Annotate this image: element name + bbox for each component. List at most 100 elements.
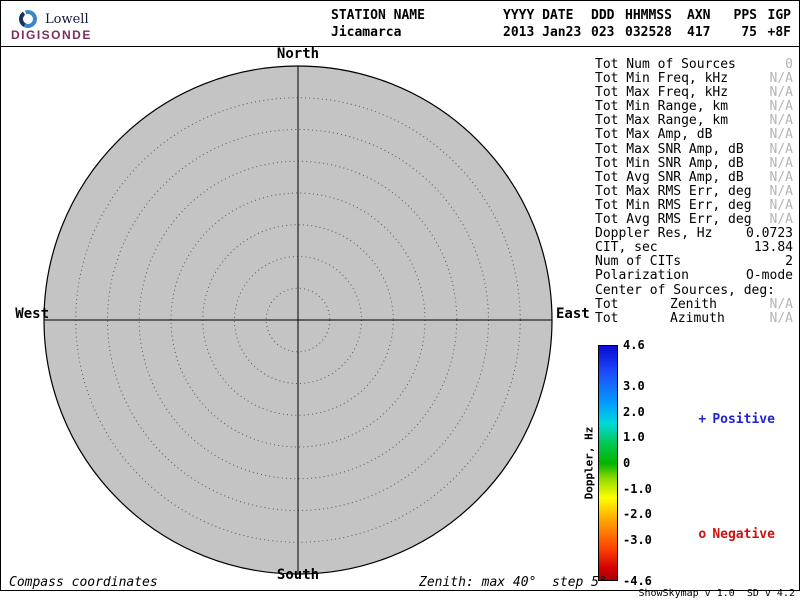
- stat-row: Tot Avg RMS Err, deg N/A: [595, 212, 793, 228]
- header-value-5: 75: [741, 25, 757, 40]
- colorbar-tick--3.0: -3.0: [623, 532, 652, 547]
- header-value-0: Jicamarca: [331, 25, 402, 40]
- stat-row: Tot Zenith N/A: [595, 296, 793, 312]
- stat-value: N/A: [769, 296, 793, 312]
- coordinates-caption: Compass coordinates: [9, 575, 158, 590]
- stat-value: 0.0723: [746, 226, 793, 242]
- stat-row: Doppler Res, Hz 0.0723: [595, 227, 793, 241]
- stat-row: Tot Min RMS Err, deg N/A: [595, 197, 793, 213]
- colorbar-tick--2.0: -2.0: [623, 507, 652, 522]
- stat-label: Tot Max Range, km: [595, 113, 729, 129]
- colorbar-tick-3.0: 3.0: [623, 379, 645, 394]
- header-label-5: PPS: [733, 8, 757, 23]
- stat-value: N/A: [769, 197, 793, 213]
- header-values: Jicamarca 2013 Jan23 023 032528 417 75 +8F: [331, 25, 791, 40]
- zenith-range-caption: Zenith: max 40° step 5°: [419, 575, 607, 590]
- stat-label: Tot Max SNR Amp, dB: [595, 141, 744, 157]
- stat-row: Tot Num of Sources 0: [595, 57, 793, 72]
- plus-marker-icon: +: [698, 412, 707, 427]
- colorbar-tick-0: 0: [623, 456, 631, 470]
- stat-value: N/A: [769, 155, 793, 171]
- stat-label: Tot: [595, 296, 619, 312]
- colorbar-title: Doppler, Hz: [582, 426, 596, 500]
- stat-value: N/A: [769, 141, 793, 157]
- stat-label: Tot Max Amp, dB: [595, 127, 713, 143]
- header-label-4: AXN: [687, 8, 711, 23]
- legend-positive: + Positive: [667, 397, 775, 442]
- stat-label: Tot Min Range, km: [595, 99, 729, 115]
- stat-row: Tot Azimuth N/A: [595, 310, 793, 326]
- stat-label: Tot Max RMS Err, deg: [595, 183, 752, 199]
- stat-label: Num of CITs: [595, 254, 682, 270]
- header-value-6: +8F: [767, 25, 791, 40]
- stat-label: Doppler Res, Hz: [595, 226, 713, 242]
- stat-label: Tot Max Freq, kHz: [595, 85, 729, 101]
- logo-text-digisonde: DIGISONDE: [11, 28, 92, 42]
- compass-label-east: East: [556, 306, 590, 322]
- lowell-logo-icon: [18, 10, 37, 28]
- header-label-3: HHMMSS: [625, 8, 672, 23]
- stat-label: Center of Sources, deg:: [595, 282, 776, 298]
- stat-value: N/A: [769, 212, 793, 228]
- header-value-2: 023: [591, 25, 615, 40]
- stat-value: N/A: [769, 310, 793, 326]
- stat-row: Num of CITs 2: [595, 255, 793, 269]
- stat-label: Tot Min Freq, kHz: [595, 71, 729, 87]
- legend-negative-label: Negative: [712, 527, 775, 542]
- stat-row: CIT, sec 13.84: [595, 241, 793, 255]
- lowell-digisonde-logo: Lowell DIGISONDE: [9, 7, 119, 43]
- header-label-1: YYYY DATE: [503, 8, 574, 23]
- stat-row: Tot Max SNR Amp, dB N/A: [595, 141, 793, 157]
- colorbar-tick--1.0: -1.0: [623, 481, 652, 496]
- stat-row: Tot Max Amp, dB N/A: [595, 128, 793, 142]
- stat-row: Tot Max Freq, kHz N/A: [595, 86, 793, 100]
- stat-value: O-mode: [746, 268, 793, 284]
- stat-label: CIT, sec: [595, 240, 658, 256]
- stat-row: Tot Max RMS Err, deg N/A: [595, 183, 793, 199]
- colorbar-tick-1.0: 1.0: [623, 430, 645, 445]
- stat-label: Tot: [595, 310, 619, 326]
- stat-value: N/A: [769, 113, 793, 129]
- header-labels: STATION NAME YYYY DATE DDD HHMMSS AXN PPS IGP: [331, 8, 791, 23]
- stat-value: N/A: [769, 169, 793, 185]
- stat-value: 0: [785, 57, 793, 72]
- header-label-6: IGP: [767, 8, 791, 23]
- stat-row: Tot Max Range, km N/A: [595, 114, 793, 128]
- colorbar-tick--4.6: -4.6: [623, 574, 652, 588]
- header-value-4: 417: [687, 25, 711, 40]
- compass-label-west: West: [15, 306, 49, 322]
- colorbar-ticks: 4.6 3.0 2.0 1.0 0 -1.0 -2.0 -3.0 -4.6: [623, 339, 663, 587]
- stat-value: N/A: [769, 183, 793, 199]
- stat-label: Tot Min RMS Err, deg: [595, 197, 752, 213]
- header-label-0: STATION NAME: [331, 8, 425, 23]
- stat-value: 2: [785, 254, 793, 270]
- stat-label: Tot Num of Sources: [595, 57, 736, 72]
- doppler-colorbar: [598, 345, 618, 581]
- header-value-1: 2013 Jan23: [503, 25, 582, 40]
- stat-value: N/A: [769, 127, 793, 143]
- circle-marker-icon: o: [698, 527, 707, 542]
- header-value-3: 032528: [625, 25, 672, 40]
- stat-value: N/A: [769, 85, 793, 101]
- stat-label: Tot Avg RMS Err, deg: [595, 212, 752, 228]
- stat-label: Tot Min SNR Amp, dB: [595, 155, 744, 171]
- compass-label-north: North: [276, 46, 320, 62]
- stat-label: Tot Avg SNR Amp, dB: [595, 169, 744, 185]
- stat-row: Tot Min Freq, kHz N/A: [595, 71, 793, 87]
- stat-value: N/A: [769, 99, 793, 115]
- stat-row: Tot Min SNR Amp, dB N/A: [595, 155, 793, 171]
- stat-value: 13.84: [753, 240, 793, 256]
- stat-mid-label: Azimuth: [670, 310, 725, 326]
- header-divider: [1, 46, 799, 47]
- stat-row: Polarization O-mode: [595, 269, 793, 283]
- colorbar-tick-2.0: 2.0: [623, 404, 645, 419]
- legend-negative: o Negative: [667, 512, 775, 557]
- stat-row: Tot Avg SNR Amp, dB N/A: [595, 169, 793, 185]
- logo-text-lowell: Lowell: [45, 12, 89, 27]
- stat-label: Polarization: [595, 268, 689, 284]
- legend-positive-label: Positive: [712, 412, 775, 427]
- stat-mid-label: Zenith: [670, 296, 717, 312]
- compass-label-south: South: [276, 567, 320, 583]
- stat-value: N/A: [769, 71, 793, 87]
